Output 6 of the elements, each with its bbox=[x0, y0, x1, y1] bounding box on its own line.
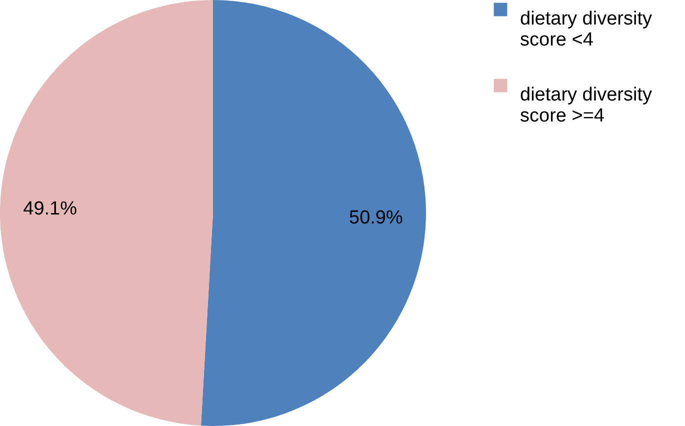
data-label: 50.9% bbox=[348, 208, 403, 229]
legend-label: dietary diversity score >=4 bbox=[520, 84, 652, 126]
data-label: 49.1% bbox=[23, 198, 78, 220]
legend-label: dietary diversity score <4 bbox=[520, 8, 652, 50]
pie-slice bbox=[200, 0, 426, 426]
pie-slice bbox=[0, 0, 213, 426]
